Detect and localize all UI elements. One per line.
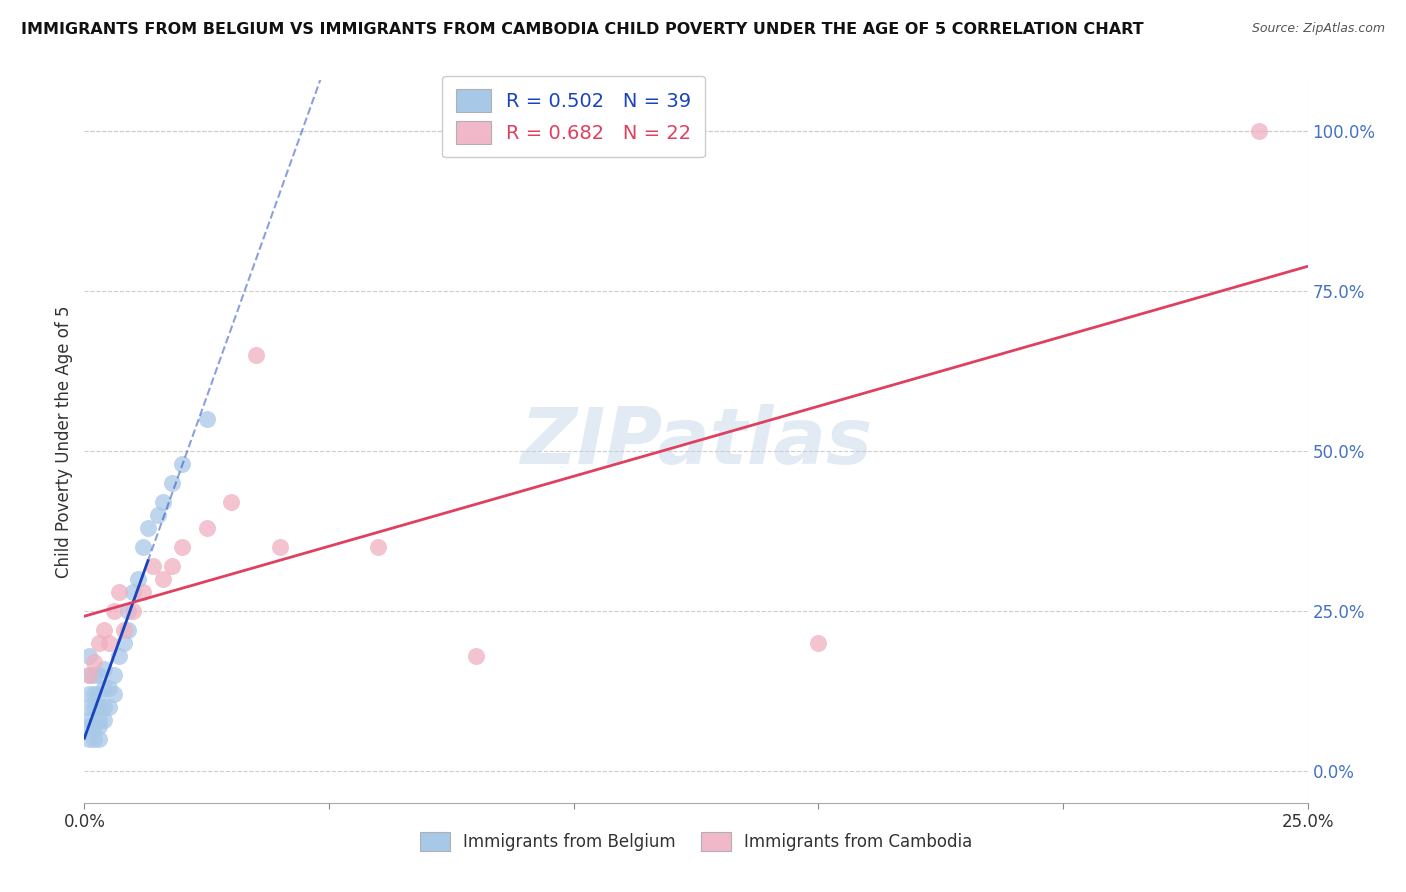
Point (87, 699, 110, 714)
Point (107, 648, 129, 663)
Point (83, 687, 105, 701)
Point (83, 731, 105, 746)
Point (112, 636, 135, 650)
Point (136, 521, 159, 535)
Point (132, 540, 155, 554)
Point (117, 623, 139, 637)
Point (122, 584, 145, 599)
Point (269, 540, 291, 554)
Point (1247, 124, 1270, 138)
Point (93, 681, 115, 695)
Point (77, 719, 100, 733)
Point (87, 687, 110, 701)
Point (87, 713, 110, 727)
Point (77, 713, 100, 727)
Point (172, 457, 194, 471)
Point (93, 661, 115, 675)
Text: IMMIGRANTS FROM BELGIUM VS IMMIGRANTS FROM CAMBODIA CHILD POVERTY UNDER THE AGE : IMMIGRANTS FROM BELGIUM VS IMMIGRANTS FR… (21, 22, 1143, 37)
Point (245, 348, 267, 362)
Point (77, 648, 100, 663)
Point (83, 668, 105, 682)
Point (219, 495, 242, 509)
Point (132, 584, 155, 599)
Point (93, 623, 115, 637)
Point (87, 636, 110, 650)
Point (117, 604, 139, 618)
Point (112, 623, 135, 637)
Y-axis label: Child Poverty Under the Age of 5: Child Poverty Under the Age of 5 (55, 305, 73, 578)
Point (77, 687, 100, 701)
Point (87, 719, 110, 733)
Point (195, 412, 218, 426)
Point (77, 731, 100, 746)
Point (83, 699, 105, 714)
Point (122, 604, 145, 618)
Point (103, 687, 125, 701)
Point (103, 604, 125, 618)
Point (97, 681, 120, 695)
Point (162, 476, 184, 491)
Point (162, 559, 184, 574)
Point (127, 572, 149, 586)
Point (152, 572, 174, 586)
Point (77, 668, 100, 682)
Point (103, 668, 125, 682)
Point (195, 521, 218, 535)
Point (172, 540, 194, 554)
Point (77, 699, 100, 714)
Point (87, 668, 110, 682)
Text: ZIPatlas: ZIPatlas (520, 403, 872, 480)
Point (87, 731, 110, 746)
Point (93, 713, 115, 727)
Point (83, 655, 105, 669)
Point (97, 699, 120, 714)
Point (146, 508, 169, 522)
Point (107, 584, 129, 599)
Point (464, 648, 486, 663)
Point (93, 699, 115, 714)
Point (367, 540, 389, 554)
Point (142, 559, 165, 574)
Point (77, 668, 100, 682)
Point (97, 636, 120, 650)
Point (83, 719, 105, 733)
Point (807, 636, 830, 650)
Legend: Immigrants from Belgium, Immigrants from Cambodia: Immigrants from Belgium, Immigrants from… (412, 823, 980, 860)
Point (152, 495, 174, 509)
Text: Source: ZipAtlas.com: Source: ZipAtlas.com (1251, 22, 1385, 36)
